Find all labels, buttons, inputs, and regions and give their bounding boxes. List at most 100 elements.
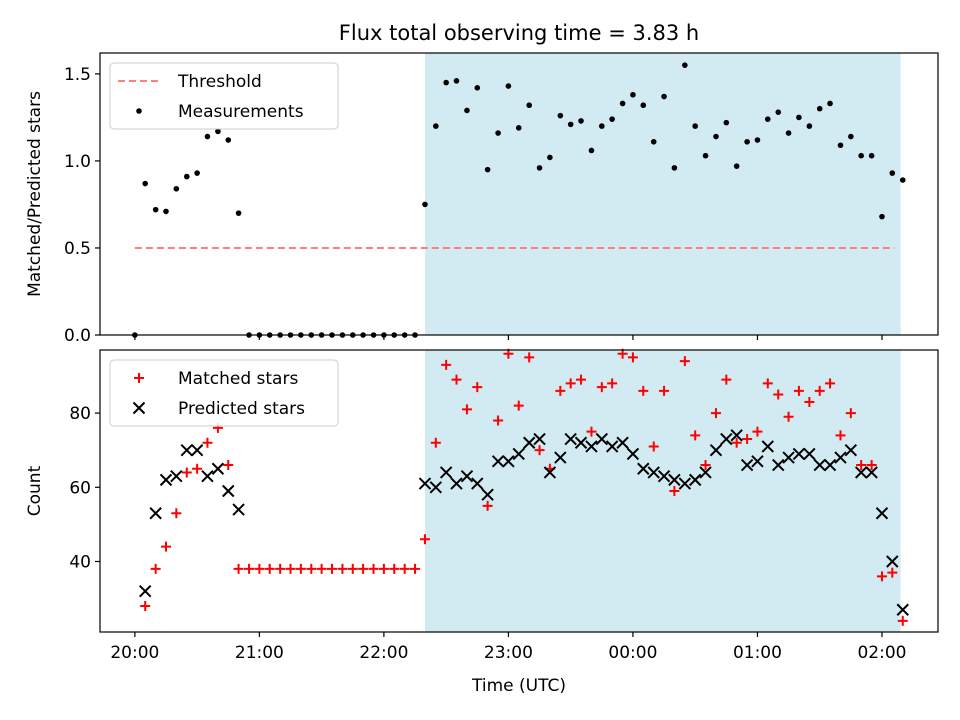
measurement-point: [609, 116, 615, 122]
legend-predicted-swatch: [132, 401, 146, 415]
matched-star-point: [472, 382, 483, 393]
measurement-point: [837, 142, 844, 149]
measurement-point: [443, 79, 449, 86]
predicted-star-point: [688, 473, 702, 487]
predicted-star-point: [574, 436, 588, 449]
predicted-star-point: [491, 455, 505, 468]
measurement-point: [225, 137, 232, 143]
predicted-star-point: [471, 477, 484, 490]
measurement-point: [796, 114, 802, 121]
predicted-star-point: [460, 469, 474, 483]
y-tick-label: 0.5: [64, 239, 91, 259]
matched-star-point: [430, 437, 441, 448]
matched-star-point: [378, 563, 389, 574]
matched-star-point: [306, 563, 317, 574]
matched-star-point: [368, 563, 379, 574]
measurement-point: [599, 123, 605, 129]
y-axis-label: Count: [25, 465, 45, 516]
matched-star-point: [482, 500, 493, 511]
matched-star-point: [410, 563, 421, 574]
measurement-point: [173, 185, 180, 192]
x-axis-label: Time (UTC): [471, 676, 566, 696]
predicted-star-point: [222, 484, 235, 498]
predicted-star-point: [533, 432, 546, 446]
legend-box: [109, 359, 339, 427]
matched-star-point: [493, 415, 504, 426]
matched-star-point: [244, 563, 255, 574]
legend-matched-swatch: [134, 373, 144, 383]
predicted-star-point: [201, 469, 214, 483]
matched-star-point: [752, 426, 763, 437]
matched-star-point: [202, 437, 213, 448]
matched-star-point: [897, 615, 908, 626]
measurement-point: [526, 102, 533, 109]
predicted-star-point: [585, 440, 598, 453]
matched-star-point: [150, 563, 161, 574]
observing-span: [424, 350, 901, 632]
predicted-star-point: [595, 432, 609, 446]
x-tick-label: 01:00: [733, 643, 782, 663]
x-tick-label: 20:00: [110, 643, 159, 663]
legend-box: [109, 62, 339, 130]
measurement-point: [204, 133, 211, 140]
matched-star-point: [264, 563, 275, 574]
matched-star-point: [524, 352, 535, 363]
measurement-point: [422, 201, 428, 208]
predicted-star-point: [543, 466, 557, 479]
axes-frame: [99, 349, 939, 633]
x-tick-label: 02:00: [857, 643, 906, 663]
legend-measurement-swatch: [136, 108, 142, 114]
y-tick-label: 1.5: [64, 65, 91, 85]
measurement-point: [640, 102, 647, 109]
x-tick-label: 22:00: [359, 643, 408, 663]
measurement-point: [692, 123, 698, 129]
predicted-star-point: [138, 584, 152, 598]
measurement-point: [827, 100, 833, 107]
predicted-star-point: [886, 555, 899, 568]
measurement-point: [671, 165, 678, 171]
predicted-star-point: [180, 443, 193, 457]
measurement-point: [702, 152, 709, 159]
matched-star-point: [295, 563, 306, 574]
matched-star-point: [586, 426, 597, 437]
matched-star-point: [793, 385, 804, 396]
count-panel: 40 60 80 20:00 21:00 22:00 23:00 00:00 01:00 02:0…: [25, 348, 939, 663]
measurement-point: [474, 85, 481, 91]
y-tick-label: 40: [69, 553, 91, 573]
predicted-star-point: [761, 440, 774, 453]
predicted-star-point: [792, 447, 806, 461]
measurement-point: [619, 100, 626, 107]
predicted-star-point: [751, 455, 764, 468]
matched-star-point: [887, 567, 898, 578]
measurement-point: [630, 91, 636, 98]
legend-label: Threshold: [177, 72, 262, 92]
axes-frame: [99, 52, 939, 336]
predicted-star-point: [211, 462, 225, 475]
measurement-point: [754, 137, 761, 143]
predicted-star-point: [813, 458, 826, 472]
predicted-star-point: [502, 455, 515, 468]
matched-star-point: [596, 382, 607, 393]
measurement-point: [235, 210, 242, 216]
measurement-point: [505, 83, 512, 89]
predicted-star-point: [823, 458, 837, 472]
matched-star-point: [171, 508, 182, 519]
matched-star-point: [773, 389, 784, 400]
predicted-star-point: [149, 507, 162, 520]
measurement-point: [899, 177, 906, 183]
legend-label: Matched stars: [178, 369, 298, 389]
matched-star-point: [814, 385, 825, 396]
matched-star-point: [659, 385, 670, 396]
predicted-star-point: [709, 443, 723, 457]
predicted-star-point: [896, 603, 909, 616]
figure-title: Flux total observing time = 3.83 h: [339, 21, 699, 45]
matched-star-point: [866, 460, 877, 471]
matched-star-point: [721, 374, 732, 385]
measurement-point: [682, 62, 688, 68]
matched-star-point: [285, 563, 296, 574]
matched-star-point: [192, 463, 203, 474]
matched-star-point: [534, 445, 545, 456]
predicted-star-point: [844, 443, 858, 457]
measurement-point: [183, 173, 190, 180]
matched-star-point: [254, 563, 265, 574]
